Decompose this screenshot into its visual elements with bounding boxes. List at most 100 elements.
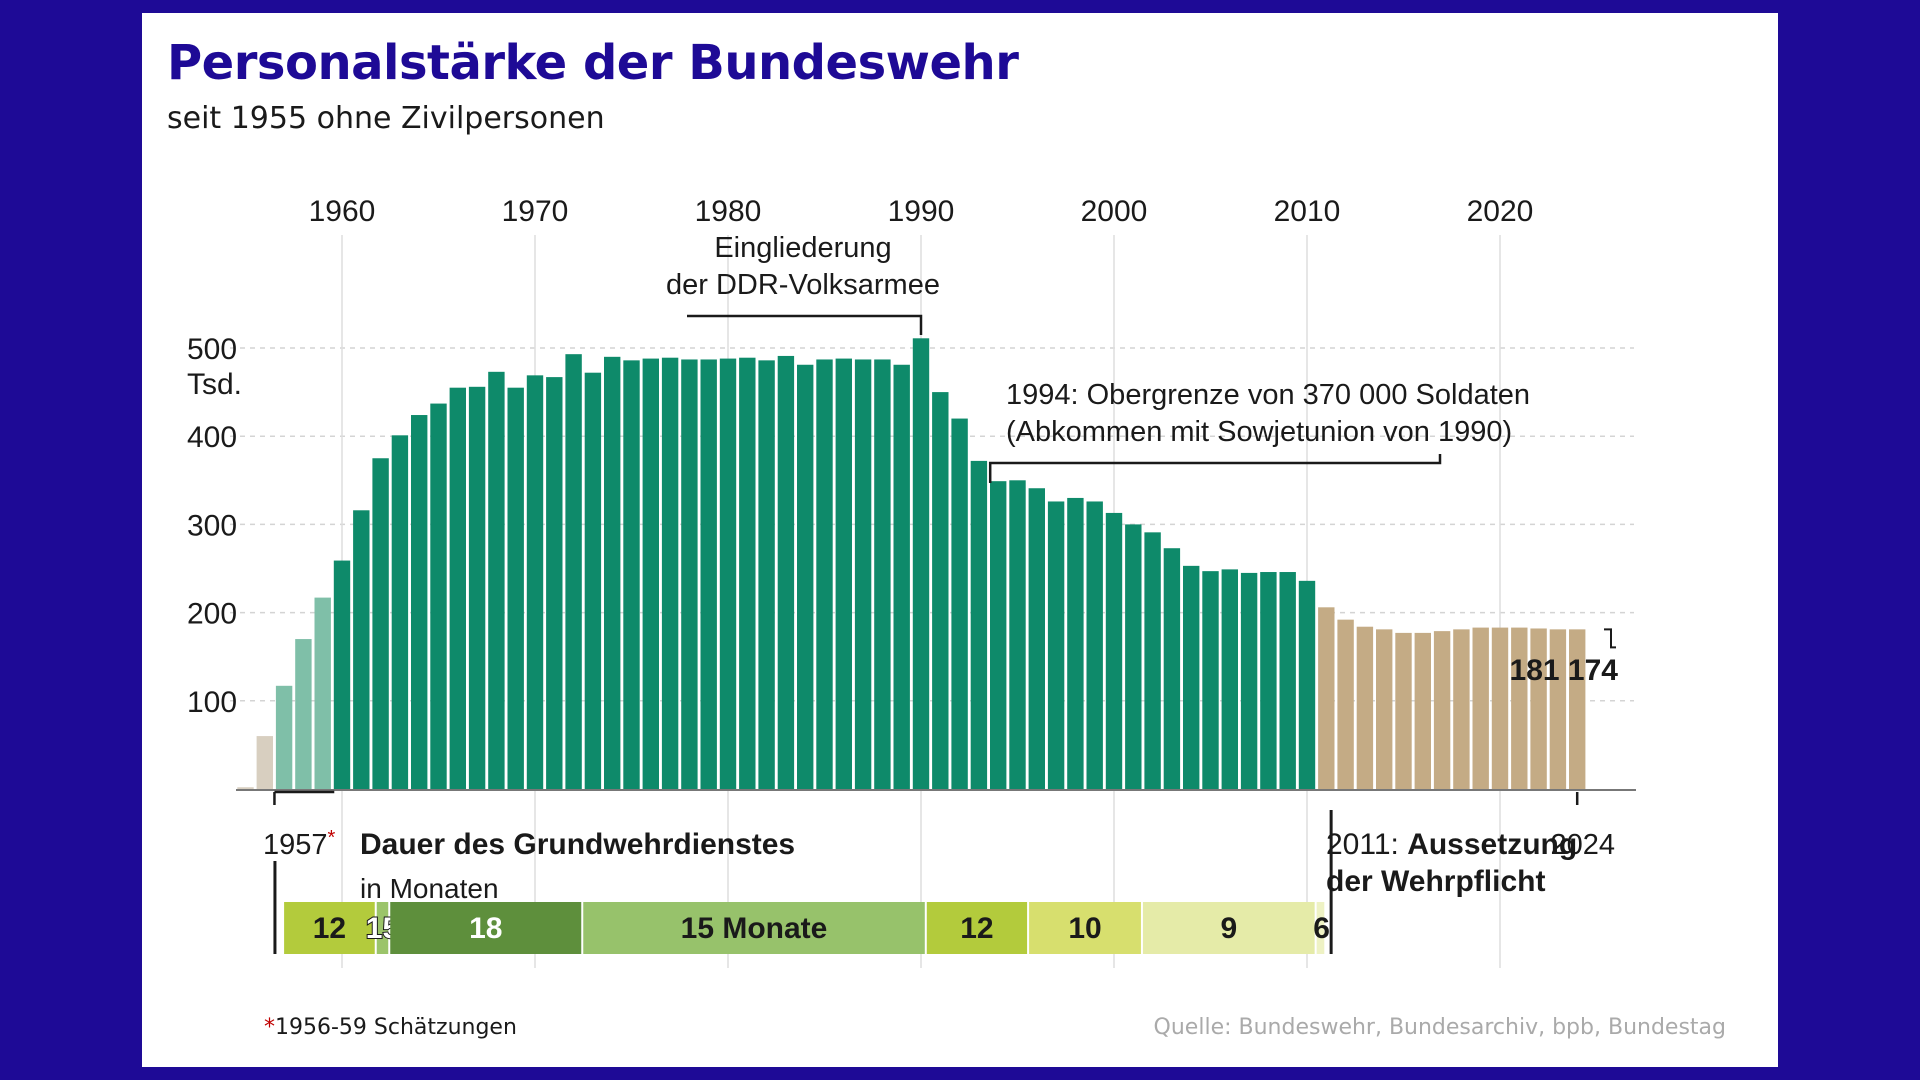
bar-2006 — [1221, 569, 1238, 789]
bar-1987 — [854, 359, 872, 789]
bar-1997 — [1047, 501, 1065, 789]
service-label-7: 6 — [1313, 912, 1330, 945]
x-tick-label-2000: 2000 — [1081, 195, 1148, 228]
bar-1981 — [739, 357, 756, 789]
bar-2020 — [1491, 627, 1509, 789]
bar-1956 — [256, 736, 273, 789]
bar-1975 — [623, 360, 640, 789]
bar-2007 — [1240, 572, 1258, 789]
service-label-4: 12 — [960, 912, 993, 945]
bar-1978 — [681, 359, 698, 789]
bar-1969 — [507, 387, 524, 789]
bar-1957 — [275, 685, 293, 789]
bar-2021 — [1511, 627, 1528, 789]
bar-1967 — [468, 386, 486, 789]
x-tick-label-1980: 1980 — [695, 195, 762, 228]
bar-1966 — [449, 387, 466, 789]
bar-1955 — [237, 787, 254, 789]
bar-2002 — [1144, 532, 1161, 789]
bar-2024 — [1569, 629, 1586, 789]
bar-1979 — [700, 359, 717, 789]
service-title: Dauer des Grundwehrdienstes — [360, 828, 795, 861]
bar-1985 — [816, 359, 833, 789]
bar-1961 — [353, 510, 370, 789]
bar-2017 — [1433, 631, 1451, 789]
bar-1988 — [874, 359, 891, 789]
bar-1993 — [970, 460, 988, 789]
bar-2016 — [1414, 632, 1431, 789]
footnote: *1956-59 Schätzungen — [264, 1015, 517, 1040]
bar-1990 — [912, 338, 930, 789]
annotation-ddr-line1: Eingliederung — [714, 232, 891, 264]
bar-1972 — [565, 354, 582, 789]
bar-2000 — [1105, 512, 1123, 789]
service-segment-6 — [1142, 902, 1315, 954]
label-1957-year: 1957 — [263, 829, 328, 861]
bar-1965 — [430, 403, 447, 789]
bar-1982 — [758, 360, 775, 789]
bar-2004 — [1183, 565, 1200, 789]
bar-2003 — [1163, 548, 1181, 789]
y-tick-label-200: 200 — [187, 598, 237, 631]
x-tick-label-1990: 1990 — [888, 195, 955, 228]
bar-1998 — [1067, 497, 1084, 789]
bar-1995 — [1009, 480, 1026, 789]
service-segment-0 — [284, 902, 375, 954]
bar-1994 — [990, 481, 1007, 789]
footnote-star: * — [264, 1015, 275, 1040]
service-segment-5 — [1029, 902, 1141, 954]
bar-1971 — [546, 377, 563, 789]
label-2024: 2024 — [1550, 829, 1615, 861]
suspension-prefix: 2011: — [1326, 828, 1407, 861]
bar-2009 — [1279, 572, 1296, 789]
bar-1974 — [604, 356, 621, 789]
bar-1973 — [584, 372, 602, 789]
service-label-3: 15 Monate — [681, 912, 828, 945]
bar-1989 — [893, 364, 910, 789]
bar-2015 — [1395, 632, 1412, 789]
service-label-0: 12 — [313, 912, 346, 945]
bar-1984 — [797, 364, 814, 789]
service-segment-4 — [926, 902, 1028, 954]
bar-2012 — [1337, 619, 1354, 789]
bar-1960 — [333, 560, 351, 789]
service-duration-bar: 12 15 18 15 Monate 12 10 9 6 — [273, 810, 1333, 954]
bar-2014 — [1376, 629, 1393, 789]
source-note: Quelle: Bundeswehr, Bundesarchiv, bpb, B… — [1153, 1015, 1726, 1040]
annotation-last-value: 181 174 — [1510, 654, 1619, 687]
x-tick-label-2020: 2020 — [1467, 195, 1534, 228]
bar-1976 — [642, 358, 659, 789]
suspension-line1: 2011: Aussetzung — [1326, 828, 1577, 861]
service-segment-1 — [376, 902, 389, 954]
bar-2008 — [1260, 572, 1277, 789]
bar-1964 — [411, 415, 428, 789]
bar-2013 — [1356, 626, 1374, 789]
bar-2023 — [1549, 629, 1567, 789]
bar-1986 — [835, 358, 852, 789]
bar-2005 — [1202, 571, 1219, 789]
bar-2010 — [1298, 580, 1316, 789]
bar-1999 — [1086, 501, 1103, 789]
annotation-last-bracket — [1604, 628, 1616, 649]
x-tick-label-1970: 1970 — [502, 195, 569, 228]
service-segment-2 — [390, 902, 582, 954]
bar-1977 — [661, 357, 679, 789]
x-tick-label-2010: 2010 — [1274, 195, 1341, 228]
annotation-ddr-line2: der DDR-Volksarmee — [666, 269, 940, 301]
bar-1980 — [719, 358, 737, 789]
service-subtitle: in Monaten — [360, 873, 499, 904]
annotation-ddr-bracket — [687, 314, 923, 335]
bar-2011 — [1318, 607, 1335, 789]
service-label-5: 10 — [1068, 912, 1101, 945]
chart-card: Personalstärke der Bundeswehr seit 1955 … — [142, 13, 1778, 1067]
bar-2022 — [1530, 628, 1547, 789]
service-segment-7 — [1316, 902, 1325, 954]
bar-1991 — [932, 392, 949, 789]
bars — [237, 338, 1586, 789]
bar-1958 — [295, 639, 312, 789]
y-tick-label-100: 100 — [187, 686, 237, 719]
y-tick-label-300: 300 — [187, 509, 237, 542]
service-segment-3 — [583, 902, 925, 954]
